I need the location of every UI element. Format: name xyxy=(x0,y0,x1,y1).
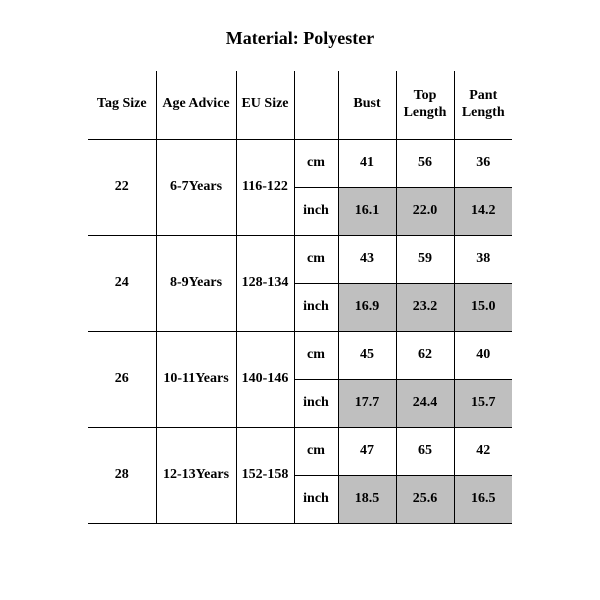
size-chart-page: { "title": "Material: Polyester", "table… xyxy=(0,0,600,600)
cell-pant-inch: 15.7 xyxy=(454,379,512,427)
cell-age-advice: 10-11Years xyxy=(156,331,236,427)
cell-top-cm: 62 xyxy=(396,331,454,379)
cell-bust-cm: 47 xyxy=(338,427,396,475)
cell-top-inch: 24.4 xyxy=(396,379,454,427)
table-row: 28 12-13Years 152-158 cm 47 65 42 xyxy=(88,427,512,475)
cell-tag-size: 26 xyxy=(88,331,156,427)
cell-unit-cm: cm xyxy=(294,427,338,475)
cell-bust-cm: 41 xyxy=(338,139,396,187)
col-pant-length: Pant Length xyxy=(454,71,512,139)
cell-top-cm: 65 xyxy=(396,427,454,475)
cell-pant-inch: 14.2 xyxy=(454,187,512,235)
cell-tag-size: 24 xyxy=(88,235,156,331)
cell-pant-cm: 42 xyxy=(454,427,512,475)
cell-unit-inch: inch xyxy=(294,187,338,235)
table-header-row: Tag Size Age Advice EU Size Bust Top Len… xyxy=(88,71,512,139)
cell-bust-cm: 43 xyxy=(338,235,396,283)
table-row: 22 6-7Years 116-122 cm 41 56 36 xyxy=(88,139,512,187)
cell-unit-inch: inch xyxy=(294,283,338,331)
size-table: Tag Size Age Advice EU Size Bust Top Len… xyxy=(88,71,512,524)
cell-eu-size: 140-146 xyxy=(236,331,294,427)
cell-age-advice: 8-9Years xyxy=(156,235,236,331)
cell-pant-cm: 40 xyxy=(454,331,512,379)
cell-pant-inch: 16.5 xyxy=(454,475,512,523)
col-unit xyxy=(294,71,338,139)
cell-pant-cm: 38 xyxy=(454,235,512,283)
cell-eu-size: 116-122 xyxy=(236,139,294,235)
cell-age-advice: 6-7Years xyxy=(156,139,236,235)
cell-age-advice: 12-13Years xyxy=(156,427,236,523)
cell-top-inch: 22.0 xyxy=(396,187,454,235)
cell-bust-inch: 16.1 xyxy=(338,187,396,235)
col-bust: Bust xyxy=(338,71,396,139)
cell-top-cm: 56 xyxy=(396,139,454,187)
cell-top-inch: 23.2 xyxy=(396,283,454,331)
cell-bust-inch: 17.7 xyxy=(338,379,396,427)
page-title: Material: Polyester xyxy=(0,0,600,71)
cell-pant-inch: 15.0 xyxy=(454,283,512,331)
cell-unit-inch: inch xyxy=(294,475,338,523)
cell-top-inch: 25.6 xyxy=(396,475,454,523)
cell-bust-cm: 45 xyxy=(338,331,396,379)
col-top-length: Top Length xyxy=(396,71,454,139)
cell-unit-cm: cm xyxy=(294,139,338,187)
cell-tag-size: 28 xyxy=(88,427,156,523)
cell-eu-size: 152-158 xyxy=(236,427,294,523)
col-age-advice: Age Advice xyxy=(156,71,236,139)
cell-bust-inch: 18.5 xyxy=(338,475,396,523)
cell-pant-cm: 36 xyxy=(454,139,512,187)
cell-tag-size: 22 xyxy=(88,139,156,235)
cell-bust-inch: 16.9 xyxy=(338,283,396,331)
col-eu-size: EU Size xyxy=(236,71,294,139)
cell-unit-cm: cm xyxy=(294,235,338,283)
cell-top-cm: 59 xyxy=(396,235,454,283)
cell-unit-cm: cm xyxy=(294,331,338,379)
cell-eu-size: 128-134 xyxy=(236,235,294,331)
table-row: 26 10-11Years 140-146 cm 45 62 40 xyxy=(88,331,512,379)
table-row: 24 8-9Years 128-134 cm 43 59 38 xyxy=(88,235,512,283)
cell-unit-inch: inch xyxy=(294,379,338,427)
col-tag-size: Tag Size xyxy=(88,71,156,139)
